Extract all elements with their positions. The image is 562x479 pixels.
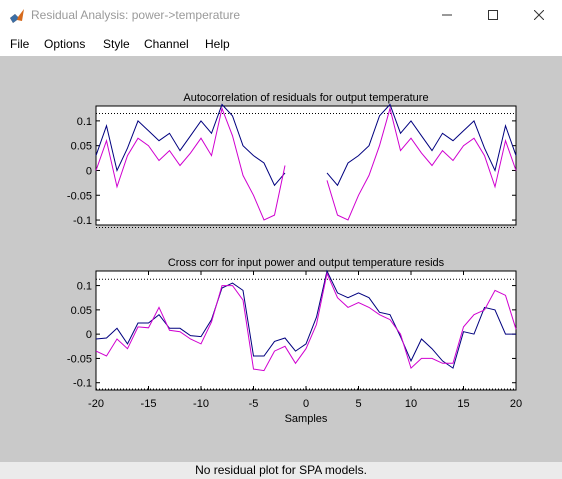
close-button[interactable] — [516, 0, 562, 32]
x-tick-label: 20 — [510, 398, 522, 410]
y-tick-label: 0.05 — [71, 141, 92, 153]
maximize-button[interactable] — [470, 0, 516, 32]
series-2-line — [326, 106, 517, 221]
menu-channel[interactable]: Channel — [144, 37, 189, 51]
menu-style[interactable]: Style — [103, 37, 130, 51]
x-tick-label: -5 — [249, 398, 259, 410]
menu-options[interactable]: Options — [44, 37, 86, 51]
plot-title: Autocorrelation of residuals for output … — [183, 92, 428, 104]
menu-bar: File Options Style Channel Help — [0, 32, 562, 56]
plot-title: Cross corr for input power and output te… — [168, 257, 445, 269]
x-tick-label: 5 — [355, 398, 361, 410]
x-tick-label: -20 — [88, 398, 104, 410]
maximize-icon — [488, 7, 498, 25]
plot-axes-box — [95, 105, 517, 226]
x-tick-label: 0 — [303, 398, 309, 410]
y-tick-label: 0.1 — [77, 116, 92, 128]
matlab-icon — [9, 8, 25, 24]
plot-axes-box — [95, 270, 517, 391]
series-1-line — [95, 103, 286, 187]
y-tick-label: -0.05 — [67, 353, 92, 365]
y-tick-label: 0.1 — [77, 281, 92, 293]
menu-help[interactable]: Help — [205, 37, 230, 51]
menu-file[interactable]: File — [10, 37, 30, 51]
y-tick-label: 0 — [86, 329, 92, 341]
y-tick-label: 0.05 — [71, 305, 92, 317]
x-tick-label: 10 — [405, 398, 417, 410]
y-tick-label: -0.1 — [73, 378, 92, 390]
series-2-line — [95, 106, 286, 221]
x-tick-label: 15 — [457, 398, 469, 410]
y-tick-label: -0.1 — [73, 215, 92, 227]
status-bar: No residual plot for SPA models. — [0, 462, 562, 479]
x-axis-label: Samples — [285, 413, 328, 425]
minimize-icon — [442, 7, 452, 25]
close-icon — [533, 7, 545, 25]
minimize-button[interactable] — [424, 0, 470, 32]
series-1-line — [326, 103, 517, 187]
status-text: No residual plot for SPA models. — [195, 463, 367, 477]
y-tick-label: -0.05 — [67, 190, 92, 202]
y-tick-label: 0 — [86, 165, 92, 177]
x-tick-label: -15 — [141, 398, 157, 410]
x-tick-label: -10 — [193, 398, 209, 410]
series-2-line — [95, 271, 517, 372]
window-title: Residual Analysis: power->temperature — [31, 8, 241, 22]
